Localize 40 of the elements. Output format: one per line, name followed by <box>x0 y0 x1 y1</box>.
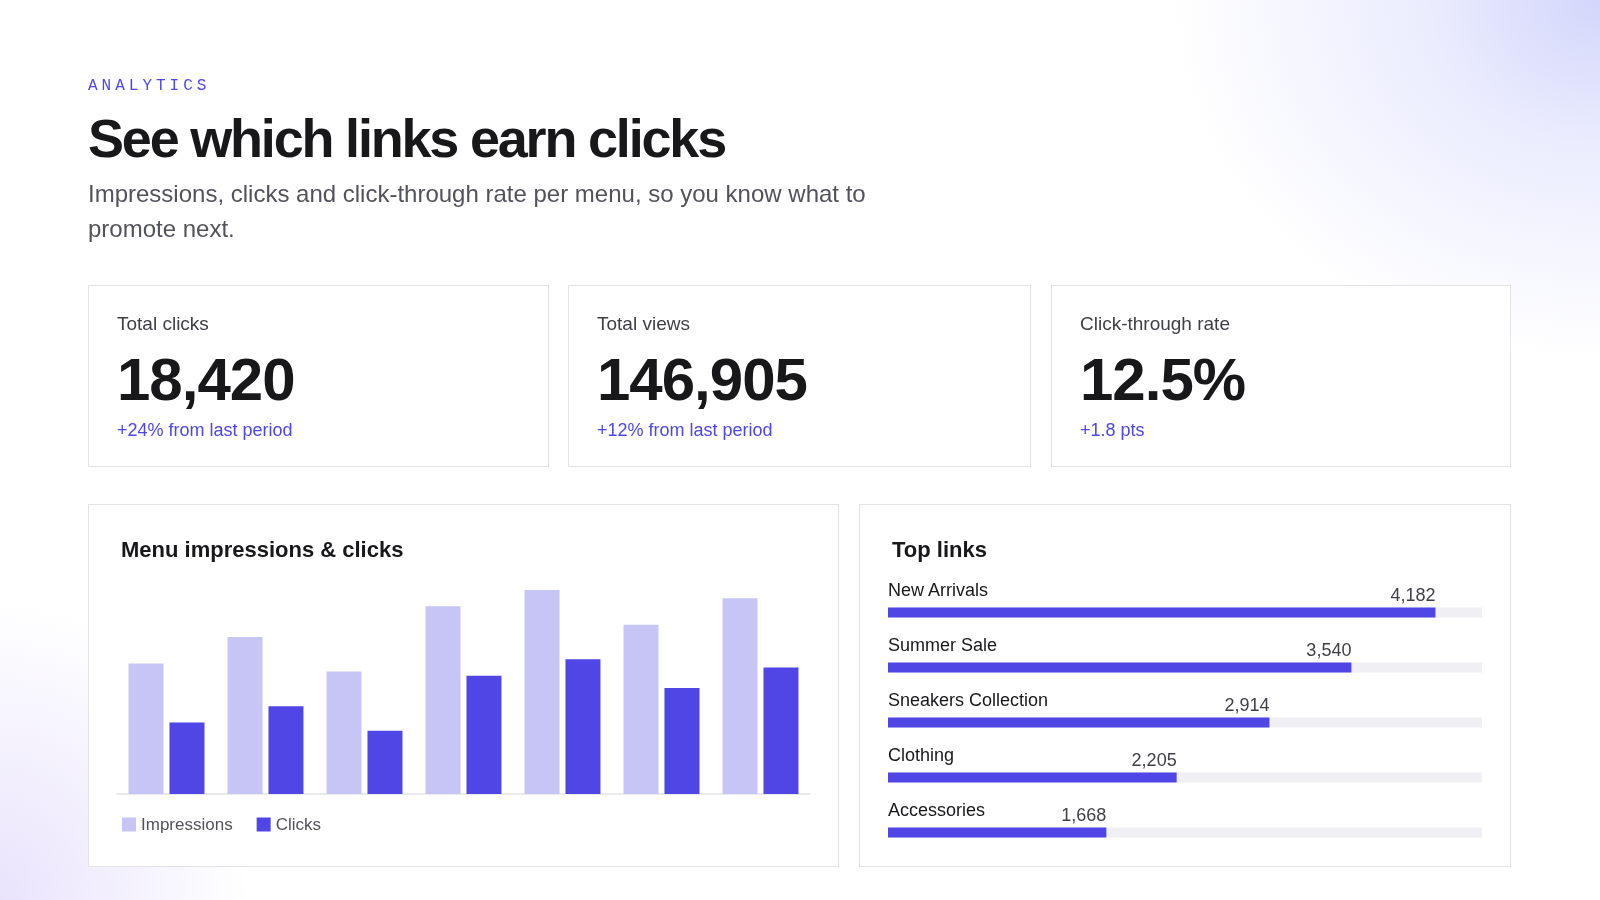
text: Total clicks <box>117 312 210 336</box>
bar <box>524 590 560 794</box>
bar <box>763 667 799 794</box>
text: 146,905 <box>597 346 808 413</box>
legend-label: Clicks <box>275 815 321 834</box>
text: ANALYTICS <box>88 76 212 96</box>
text: +1.8 pts <box>1080 419 1146 442</box>
y-tick-label: Summer Sale <box>888 634 998 655</box>
data-label: 2,914 <box>1224 694 1270 715</box>
data-label: 4,182 <box>1390 584 1436 605</box>
text: Impressions, clicks and click-through rate per menu, so you know what to promote next. <box>88 179 867 244</box>
bar <box>664 687 700 794</box>
text: +12% from last period <box>597 419 774 442</box>
data-label: 2,205 <box>1131 749 1177 770</box>
y-tick-label: New Arrivals <box>888 579 989 600</box>
y-tick-label: Accessories <box>888 799 986 820</box>
bar <box>227 636 263 794</box>
bar <box>326 671 362 794</box>
text: See which links earn clicks <box>88 107 726 170</box>
y-tick-label: Sneakers Collection <box>888 689 1049 710</box>
bar <box>169 722 205 794</box>
text: 12.5% <box>1080 346 1247 413</box>
bar <box>367 730 403 794</box>
bar <box>425 606 461 794</box>
chart-title: Top links <box>892 536 987 562</box>
chart-title: Menu impressions & clicks <box>121 536 404 562</box>
bar <box>623 624 659 794</box>
y-tick-label: Clothing <box>888 744 955 765</box>
bar <box>466 675 502 794</box>
text: 18,420 <box>117 346 296 413</box>
legend-label: Impressions <box>141 815 233 834</box>
text: Total views <box>597 312 691 336</box>
bar <box>565 659 601 794</box>
bar <box>268 706 304 794</box>
bar <box>722 598 758 794</box>
bar <box>128 663 164 794</box>
text: Click-through rate <box>1080 312 1231 336</box>
text: +24% from last period <box>117 419 294 442</box>
data-label: 1,668 <box>1061 804 1107 825</box>
data-label: 3,540 <box>1306 639 1352 660</box>
